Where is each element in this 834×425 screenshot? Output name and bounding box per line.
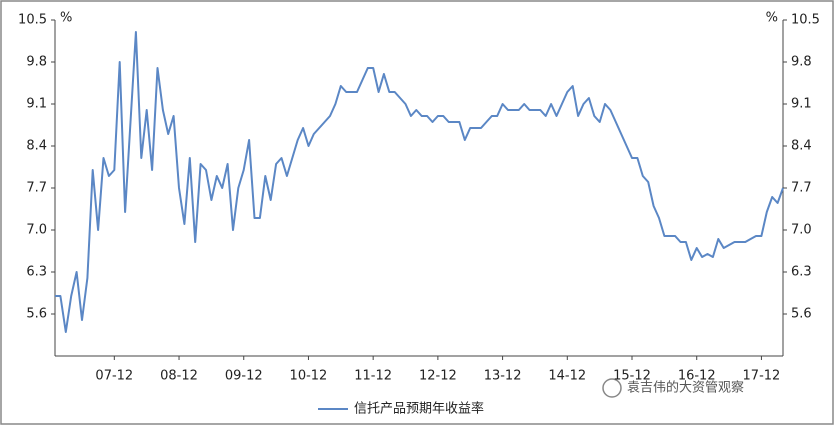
y2-tick-label: 5.6 (791, 307, 812, 322)
y2-tick-label: 6.3 (791, 265, 812, 280)
watermark: 袁吉伟的大资管观察 (627, 380, 744, 396)
x-tick-label: 12-12 (419, 369, 457, 384)
x-tick-label: 07-12 (95, 369, 133, 384)
x-tick-label: 10-12 (290, 369, 328, 384)
y2-tick-label: 7.0 (791, 223, 812, 238)
series-line (55, 31, 784, 333)
x-tick-label: 16-12 (678, 369, 716, 384)
y-tick-label: 10.5 (18, 13, 47, 28)
legend-label: 信托产品预期年收益率 (354, 401, 484, 417)
x-tick-label: 15-12 (613, 369, 651, 384)
watermark-icon (602, 378, 622, 398)
y-tick-label: 9.8 (26, 55, 47, 70)
y2-tick-label: 10.5 (791, 13, 820, 28)
y-axis-unit: % (60, 11, 72, 26)
x-tick-label: 08-12 (160, 369, 198, 384)
y2-tick-label: 9.1 (791, 97, 812, 112)
x-tick-label: 13-12 (484, 369, 522, 384)
y2-tick-label: 8.4 (791, 139, 812, 154)
y2-axis-unit: % (766, 11, 778, 26)
x-tick-label: 09-12 (225, 369, 263, 384)
x-tick-label: 14-12 (548, 369, 586, 384)
y-tick-label: 7.7 (26, 181, 47, 196)
y2-tick-label: 9.8 (791, 55, 812, 70)
y-tick-label: 8.4 (26, 139, 47, 154)
y-tick-label: 9.1 (26, 97, 47, 112)
x-tick-label: 17-12 (743, 369, 781, 384)
x-tick-label: 11-12 (354, 369, 392, 384)
y-tick-label: 7.0 (26, 223, 47, 238)
y-tick-label: 5.6 (26, 307, 47, 322)
y-tick-label: 6.3 (26, 265, 47, 280)
y2-tick-label: 7.7 (791, 181, 812, 196)
